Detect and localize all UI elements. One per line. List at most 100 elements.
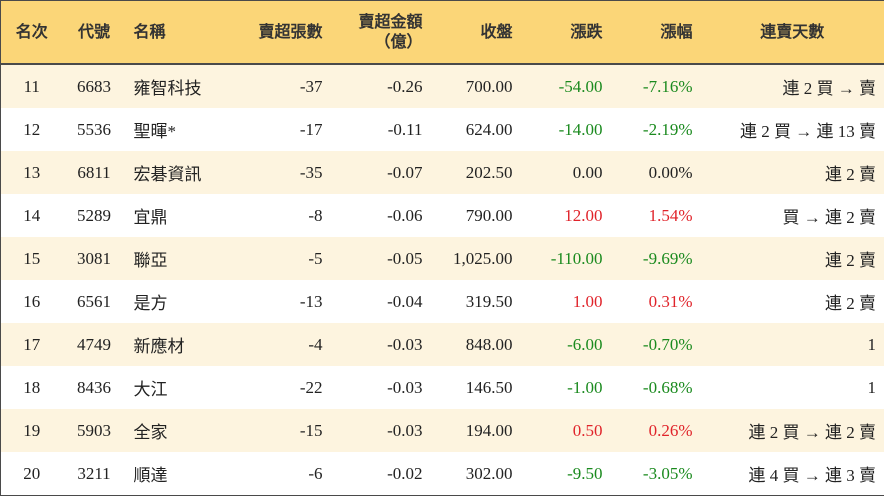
- table-cell: 5903: [62, 409, 126, 452]
- table-cell: -37: [235, 64, 331, 108]
- table-cell: 12.00: [564, 205, 603, 225]
- table-cell: -6.00: [520, 323, 611, 366]
- table-cell: -9.50: [567, 463, 603, 483]
- table-cell: 宜鼎: [133, 208, 168, 227]
- table-row: 19 5903 全家 -15 -0.03 194.00 0.50 0.26% 連 2 買 → 連…: [0, 409, 884, 452]
- table-body: 11 6683 雍智科技 -37 -0.26 700.00 -54.00 -7.16% 連 2 …: [0, 64, 884, 496]
- table-cell: 700.00: [430, 64, 521, 108]
- table-cell: -0.26: [330, 64, 431, 108]
- table-cell: 19: [0, 409, 63, 452]
- table-cell: 雍智科技: [125, 64, 236, 108]
- table-cell: -14.00: [558, 119, 603, 139]
- header-cell: 代號: [62, 0, 126, 65]
- table-cell: -0.06: [387, 205, 423, 225]
- table-cell: 4749: [62, 323, 126, 366]
- table-row: 12 5536 聖暉* -17 -0.11 624.00 -14.00 -2.19% 連 2 買…: [1, 108, 884, 151]
- table-cell: 17: [0, 323, 63, 366]
- header-cell: 名稱: [125, 0, 236, 65]
- header-cell: 收盤: [430, 0, 521, 65]
- table-cell: 14: [23, 205, 41, 225]
- table-cell: 連 2 賣: [700, 151, 884, 194]
- table-row: 16 6561 是方 -13 -0.04 319.50 1.00 0.31% 連 2 賣: [1, 280, 884, 323]
- table-cell: 連 2 買 → 連 13 賣: [740, 122, 876, 141]
- table-cell: 302.00: [465, 463, 513, 483]
- table-cell: -5: [235, 237, 331, 280]
- table-cell: 202.50: [430, 151, 521, 194]
- table-cell: -110.00: [520, 237, 611, 280]
- table-cell: 1.00: [572, 291, 603, 311]
- table-cell: -0.04: [387, 291, 423, 311]
- table-cell: 13: [0, 151, 63, 194]
- table-cell: -3.05%: [642, 463, 693, 483]
- table-cell: 聖暉*: [133, 122, 177, 141]
- table-cell: 0.00%: [610, 151, 701, 194]
- table-cell: -0.03: [330, 323, 431, 366]
- header-cell: 名次: [0, 0, 63, 65]
- table-cell: 宏碁資訊: [125, 151, 236, 194]
- table-cell: 聯亞: [125, 237, 236, 280]
- table-cell: 16: [23, 291, 41, 311]
- table-cell: -6: [308, 463, 323, 483]
- table-cell: -35: [235, 151, 331, 194]
- table-cell: 6683: [62, 64, 126, 108]
- table-row: 11 6683 雍智科技 -37 -0.26 700.00 -54.00 -7.16% 連 2 …: [0, 64, 884, 108]
- table-cell: 5536: [77, 119, 111, 139]
- table-cell: 20: [23, 463, 41, 483]
- table-cell: 0.31%: [648, 291, 693, 311]
- table-cell: 3211: [77, 463, 111, 483]
- header-row: 名次 代號 名稱 賣超張數 賣超金額 （億） 收盤 漲跌 漲幅 連賣天數: [0, 0, 884, 65]
- table-cell: 790.00: [465, 205, 513, 225]
- table-cell: -54.00: [520, 64, 611, 108]
- table-cell: 大江: [133, 380, 168, 399]
- table-cell: 6811: [62, 151, 126, 194]
- table-cell: 0.00: [520, 151, 611, 194]
- table-cell: 1: [700, 323, 884, 366]
- table-cell: -2.19%: [642, 119, 693, 139]
- table-cell: 848.00: [430, 323, 521, 366]
- table-cell: -0.07: [330, 151, 431, 194]
- table-row: 15 3081 聯亞 -5 -0.05 1,025.00 -110.00 -9.69% 連 2 …: [0, 237, 884, 280]
- table-cell: 連 2 賣: [825, 294, 876, 313]
- table-cell: 8436: [77, 377, 111, 397]
- table-cell: -0.05: [330, 237, 431, 280]
- table-cell: 連 2 賣: [700, 237, 884, 280]
- table-cell: 連 2 買 → 連 2 賣: [700, 409, 884, 452]
- table-cell: -0.70%: [610, 323, 701, 366]
- table-cell: 194.00: [430, 409, 521, 452]
- table-cell: -22: [299, 377, 323, 397]
- table-cell: -0.02: [387, 463, 423, 483]
- table-cell: 1,025.00: [430, 237, 521, 280]
- table-row: 17 4749 新應材 -4 -0.03 848.00 -6.00 -0.70% 1: [0, 323, 884, 366]
- table-cell: -1.00: [567, 377, 603, 397]
- table-cell: -9.69%: [610, 237, 701, 280]
- table-cell: 順達: [133, 466, 168, 485]
- table-header: 名次 代號 名稱 賣超張數 賣超金額 （億） 收盤 漲跌 漲幅 連賣天數: [0, 0, 884, 65]
- table-cell: -13: [299, 291, 323, 311]
- table-cell: 0.50: [520, 409, 611, 452]
- table-cell: 6561: [77, 291, 111, 311]
- table-cell: 連 2 買 → 賣: [700, 64, 884, 108]
- header-cell: 賣超金額 （億）: [330, 0, 431, 65]
- table-cell: 319.50: [465, 291, 513, 311]
- header-cell: 賣超張數: [235, 0, 331, 65]
- table-cell: -8: [308, 205, 323, 225]
- table-cell: -0.03: [330, 409, 431, 452]
- table-cell: 12: [23, 119, 41, 139]
- table-cell: -4: [235, 323, 331, 366]
- table-row: 20 3211 順達 -6 -0.02 302.00 -9.50 -3.05% 連 4 買 → …: [1, 452, 884, 496]
- table-cell: 5289: [77, 205, 111, 225]
- table-cell: 11: [0, 64, 63, 108]
- table-cell: 0.26%: [610, 409, 701, 452]
- table-cell: -0.11: [387, 119, 423, 139]
- table-cell: 買 → 連 2 賣: [782, 208, 877, 227]
- table-cell: 18: [23, 377, 41, 397]
- table-cell: 1.54%: [648, 205, 693, 225]
- table-cell: 15: [0, 237, 63, 280]
- table-cell: -0.68%: [642, 377, 693, 397]
- table-cell: -7.16%: [610, 64, 701, 108]
- table-row: 13 6811 宏碁資訊 -35 -0.07 202.50 0.00 0.00% 連 2 賣: [0, 151, 884, 194]
- table-cell: -0.03: [387, 377, 423, 397]
- table-row: 18 8436 大江 -22 -0.03 146.50 -1.00 -0.68% 1: [1, 366, 884, 409]
- table-cell: 全家: [125, 409, 236, 452]
